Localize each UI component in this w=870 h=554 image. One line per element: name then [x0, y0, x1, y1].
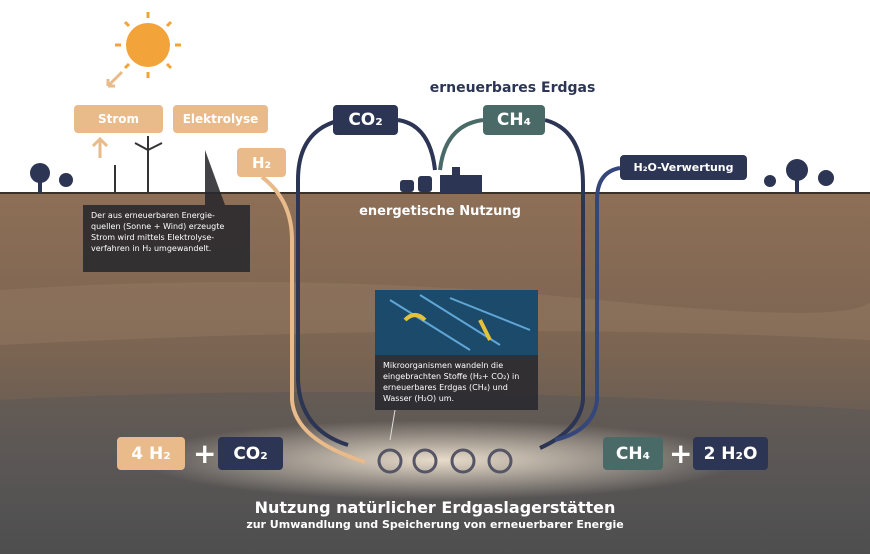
callout-microbes: Mikroorganismen wandeln die eingebrachte…: [375, 355, 538, 410]
eq-ch4: CH₄: [603, 437, 663, 470]
plus: +: [193, 437, 216, 470]
eq-co2: CO₂: [218, 437, 283, 470]
h2o-box: H₂O-Verwertung: [620, 155, 747, 180]
h2-box: H₂: [237, 148, 286, 177]
eq-h2: 4 H₂: [117, 437, 185, 470]
plus: +: [669, 437, 692, 470]
strom-box: Strom: [74, 105, 163, 133]
ch4-box: CH₄: [483, 105, 545, 135]
gas-title: erneuerbares Erdgas: [420, 80, 605, 96]
diagram: Strom Elektrolyse H₂ CO₂ erneuerbares Er…: [0, 0, 870, 554]
eq-h2o: 2 H₂O: [693, 437, 768, 470]
callout-power: Der aus erneuerbaren Energie-quellen (So…: [83, 205, 250, 272]
co2-box: CO₂: [333, 105, 398, 135]
elektrolyse-box: Elektrolyse: [173, 105, 268, 133]
footer-subtitle: zur Umwandlung und Speicherung von erneu…: [180, 518, 690, 531]
usage-label: energetische Nutzung: [340, 204, 540, 219]
footer-title: Nutzung natürlicher Erdgaslagerstätten: [180, 498, 690, 517]
